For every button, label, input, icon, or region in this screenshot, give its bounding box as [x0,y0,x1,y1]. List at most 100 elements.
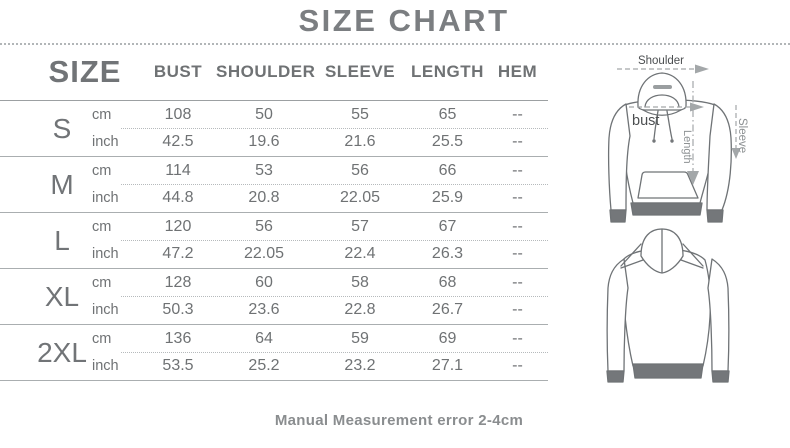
cm-subrow: cm 114 53 56 66 -- [88,157,548,185]
cell-value: 53.5 [162,357,194,375]
size-row-l: L cm 120 56 57 67 -- inch 47.2 22.05 22.… [0,213,548,269]
cell-value: 65 [438,105,457,123]
cell-value: 47.2 [162,245,194,263]
cell-value: 27.1 [431,357,464,375]
cell-value: -- [512,161,523,179]
cell-value: 22.05 [243,245,285,263]
cell-value: 53 [255,161,273,179]
unit-label-cm: cm [92,106,112,123]
cell-value: 44.8 [162,189,194,207]
cell-value: 59 [351,329,369,347]
measurement-note: Manual Measurement error 2-4cm [274,412,524,429]
size-label: L [54,224,70,256]
drawstrings [653,110,673,140]
row-divider [121,128,548,129]
cell-value: 20.8 [248,189,280,207]
cell-value: 25.9 [431,189,464,207]
cell-value: 50 [255,105,273,123]
cell-value: 114 [165,161,191,179]
col-header-bust: BUST [153,62,203,81]
cm-subrow: cm 136 64 59 69 -- [88,325,548,353]
cell-value: 25.5 [431,133,464,151]
col-header-size: SIZE [48,54,122,89]
size-label: S [52,112,72,144]
cell-value: 26.7 [431,301,464,319]
cell-value: 67 [438,217,457,235]
cell-value: 55 [351,105,369,123]
cell-value: -- [512,189,523,207]
kangaroo-pocket [637,171,699,199]
inch-subrow: inch 50.3 23.6 22.8 26.7 -- [88,297,548,325]
cell-value: -- [512,273,523,291]
size-table: SIZE BUST SHOULDER SLEEVE LENGTH HEM S c… [0,44,548,381]
size-label: 2XL [37,336,87,368]
hoodie-back-view [606,228,730,383]
yoke-seams [620,259,704,269]
cell-value: 22.05 [339,189,381,207]
hood-edge-seams [620,243,704,267]
size-row-s: S cm 108 50 55 65 -- inch 42.5 19.6 21.6… [0,101,548,157]
unit-label-cm: cm [92,274,112,291]
cell-value: 66 [438,161,457,179]
cell-value: -- [512,133,523,151]
inch-subrow: inch 47.2 22.05 22.4 26.3 -- [88,241,548,269]
unit-label-inch: inch [92,302,119,319]
row-divider [121,352,548,353]
inch-subrow: inch 44.8 20.8 22.05 25.9 -- [88,185,548,213]
hoodie-diagram: Shoulder bust Length Sleeve [595,48,765,393]
cell-value: 58 [351,273,369,291]
page-title: SIZE CHART [298,3,510,38]
cell-value: 19.6 [248,133,280,151]
title-divider [0,43,790,45]
table-header-row: SIZE BUST SHOULDER SLEEVE LENGTH HEM [0,44,548,101]
cell-value: 56 [351,161,369,179]
cell-value: -- [512,217,523,235]
hoodie-measure-illustration: Shoulder bust Length Sleeve [606,55,748,383]
back-hem-band [632,363,704,379]
cell-value: 120 [164,217,192,235]
cell-value: -- [512,301,523,319]
unit-label-cm: cm [92,218,112,235]
cell-value: 60 [255,273,273,291]
shoulder-measure-label: Shoulder [638,55,684,67]
cm-subrow: cm 108 50 55 65 -- [88,101,548,129]
front-right-cuff [706,209,724,223]
cell-value: 25.2 [248,357,280,375]
cell-value: -- [512,329,523,347]
cell-value: -- [512,357,523,375]
inch-subrow: inch 42.5 19.6 21.6 25.5 -- [88,129,548,157]
hoodie-front-view [607,72,732,223]
cm-subrow: cm 120 56 57 67 -- [88,213,548,241]
back-right-cuff [711,370,730,383]
col-header-shoulder: SHOULDER [216,62,316,81]
cell-value: 42.5 [162,133,194,151]
measure-arrows [617,68,737,171]
cell-value: 136 [164,329,192,347]
size-label: M [50,168,74,200]
length-measure-label: Length [681,130,693,164]
col-header-hem: HEM [497,62,538,81]
cell-value: 57 [351,217,369,235]
inch-subrow: inch 53.5 25.2 23.2 27.1 -- [88,353,548,381]
cell-value: 23.6 [248,301,280,319]
cell-value: 56 [255,217,273,235]
front-hem-band [630,202,703,216]
cm-subrow: cm 128 60 58 68 -- [88,269,548,297]
front-hood [637,72,687,111]
size-label: XL [44,280,80,312]
row-divider [121,240,548,241]
size-row-2xl: 2XL cm 136 64 59 69 -- inch 53.5 25.2 23… [0,325,548,381]
bust-measure-label: bust [632,113,659,129]
unit-label-inch: inch [92,134,119,151]
cell-value: -- [512,105,523,123]
arrowheads [687,64,741,185]
size-row-xl: XL cm 128 60 58 68 -- inch 50.3 23.6 22.… [0,269,548,325]
cell-value: 69 [438,329,457,347]
cell-value: -- [512,245,523,263]
col-header-length: LENGTH [411,62,484,81]
col-header-sleeve: SLEEVE [324,62,396,81]
cell-value: 50.3 [162,301,194,319]
unit-label-inch: inch [92,246,119,263]
unit-label-cm: cm [92,162,112,179]
